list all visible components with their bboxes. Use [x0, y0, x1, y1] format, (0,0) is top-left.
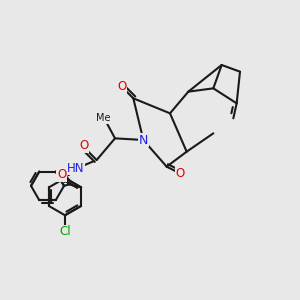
Text: Me: Me — [96, 113, 111, 123]
Text: O: O — [117, 80, 126, 93]
Text: HN: HN — [66, 162, 84, 175]
Text: O: O — [57, 168, 66, 181]
Text: N: N — [139, 134, 148, 146]
Text: O: O — [176, 167, 184, 180]
Text: O: O — [79, 140, 88, 152]
Text: Cl: Cl — [59, 225, 71, 238]
